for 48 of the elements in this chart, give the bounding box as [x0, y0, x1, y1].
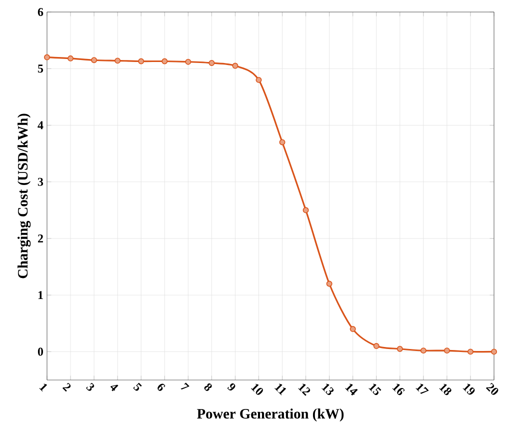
point [44, 54, 50, 60]
x-tick-label: 7 [180, 382, 190, 390]
point [138, 58, 144, 64]
x-tick-label: 5 [133, 382, 142, 391]
x-tick-label: 15 [368, 384, 382, 396]
x-tick-label: 14 [345, 384, 358, 396]
point [444, 348, 450, 354]
point [68, 55, 74, 62]
x-tick-label: 2 [62, 382, 71, 392]
point [302, 207, 309, 214]
x-tick-label: 16 [392, 384, 405, 396]
x-axis-title: Power Generation (kW) [197, 408, 344, 422]
point [326, 280, 332, 287]
point [114, 58, 121, 64]
x-tick-label: 13 [322, 384, 334, 396]
x-tick-label: 10 [250, 384, 263, 395]
y-tick-label: 0 [38, 348, 44, 356]
y-tick-label: 3 [38, 178, 44, 186]
x-tick-label: 3 [86, 382, 94, 391]
point [467, 348, 474, 355]
point [350, 326, 356, 332]
x-tick-label: 9 [227, 383, 236, 390]
point [208, 60, 215, 66]
y-tick-label: 6 [38, 8, 44, 16]
y-tick-label: 5 [38, 64, 44, 73]
point [162, 58, 168, 64]
x-tick-label: 11 [274, 384, 286, 396]
x-tick-label: 6 [158, 384, 166, 391]
x-tick-label: 19 [462, 384, 475, 395]
point [396, 346, 403, 352]
x-tick-label: 17 [416, 384, 429, 394]
y-tick-label: 1 [38, 291, 43, 300]
y-tick-label: 2 [38, 234, 43, 242]
x-tick-label: 12 [298, 384, 310, 396]
y-tick-label: 4 [38, 121, 44, 130]
x-tick-label: 8 [204, 383, 212, 391]
point [91, 57, 98, 64]
point [279, 139, 286, 146]
point [256, 76, 262, 83]
x-tick-label: 4 [110, 384, 118, 392]
x-tick-label: 18 [439, 384, 452, 396]
x-tick-label: 20 [486, 382, 498, 395]
point [232, 62, 238, 69]
point [491, 348, 497, 355]
point [420, 348, 426, 354]
y-axis-title: Charging Cost (USD/kWh) [18, 114, 31, 278]
point [185, 58, 192, 65]
point [373, 343, 380, 350]
